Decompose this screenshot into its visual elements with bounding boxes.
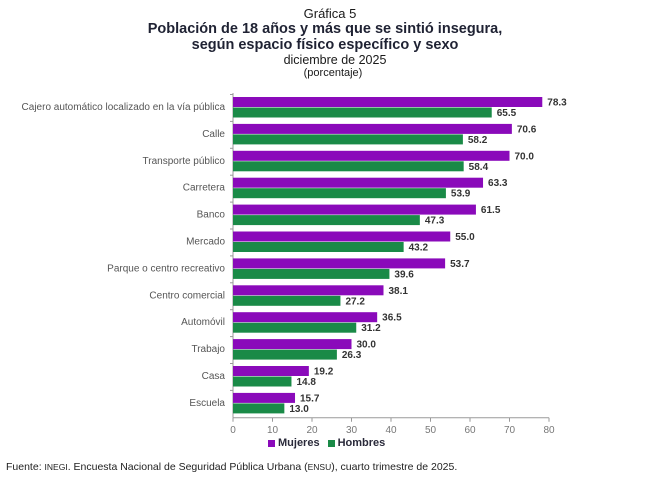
category-label: Banco [197, 210, 226, 221]
bar-hombres [233, 134, 463, 145]
bar-hombres [233, 322, 357, 333]
data-label-mujeres: 30.0 [357, 340, 377, 351]
category-label: Automóvil [181, 317, 225, 328]
x-tick-label: 40 [385, 425, 397, 436]
data-label-hombres: 43.2 [409, 243, 429, 254]
data-label-mujeres: 15.7 [300, 393, 320, 404]
x-tick-label: 50 [425, 425, 437, 436]
bar-mujeres [233, 123, 512, 134]
source-org: INEGI [44, 462, 68, 472]
bar-hombres [233, 242, 404, 252]
data-label-hombres: 27.2 [345, 296, 365, 307]
x-tick-label: 70 [504, 425, 516, 436]
chart-kicker: Gráfica 5 [303, 6, 357, 21]
chart-subtitle: diciembre de 2025 [283, 53, 387, 67]
data-label-hombres: 39.6 [394, 269, 414, 280]
data-label-hombres: 31.2 [361, 323, 381, 334]
category-label: Mercado [186, 237, 225, 248]
x-tick-label: 20 [306, 425, 318, 436]
data-label-hombres: 14.8 [296, 377, 316, 388]
data-label-hombres: 53.9 [451, 189, 471, 200]
chart-legend: Mujeres Hombres [268, 437, 385, 449]
bar-mujeres [233, 204, 476, 215]
bar-mujeres [233, 392, 296, 403]
category-label: Calle [202, 129, 225, 140]
category-label: Cajero automático localizado en la vía p… [22, 102, 226, 113]
bar-hombres [233, 403, 285, 414]
bar-hombres [233, 295, 341, 306]
source-suffix: ), cuarto trimestre de 2025. [331, 461, 458, 473]
source-prefix: Fuente: [6, 461, 45, 473]
bar-mujeres [233, 231, 451, 242]
data-label-hombres: 58.4 [469, 162, 489, 173]
bar-mujeres [233, 366, 309, 376]
chart-title-line-2: según espacio físico específico y sexo [191, 37, 459, 53]
category-label: Centro comercial [149, 290, 225, 301]
category-label: Trabajo [191, 344, 225, 355]
data-label-mujeres: 63.3 [488, 178, 508, 189]
source-note: Fuente: INEGI. Encuesta Nacional de Segu… [6, 461, 457, 473]
chart-titles: Gráfica 5 Población de 18 años y más que… [0, 6, 650, 80]
data-label-hombres: 47.3 [425, 216, 445, 227]
bar-hombres [233, 188, 446, 199]
data-label-mujeres: 53.7 [450, 259, 470, 270]
legend-swatch-mujeres [268, 439, 275, 447]
data-label-mujeres: 38.1 [388, 286, 408, 297]
legend-label-mujeres: Mujeres [278, 437, 320, 449]
chart-unit-label: (porcentaje) [303, 67, 363, 79]
x-tick-label: 80 [543, 425, 555, 436]
x-tick-label: 30 [346, 425, 358, 436]
legend-item-hombres: Hombres [327, 437, 386, 449]
category-label: Transporte público [143, 156, 226, 167]
x-tick-label: 10 [267, 425, 279, 436]
data-label-hombres: 26.3 [342, 350, 362, 361]
category-label: Casa [202, 371, 226, 382]
bar-mujeres [233, 258, 446, 269]
bar-hombres [233, 268, 390, 279]
data-label-mujeres: 78.3 [547, 98, 567, 109]
x-tick-label: 60 [464, 425, 476, 436]
category-label: Parque o centro recreativo [107, 263, 225, 274]
chart-title-line-1: Población de 18 años y más que se sintió… [147, 21, 503, 37]
bar-hombres [233, 161, 464, 172]
bar-mujeres [233, 150, 510, 161]
bar-mujeres [233, 177, 484, 188]
data-label-hombres: 58.2 [468, 135, 488, 146]
category-label: Escuela [189, 398, 225, 409]
bar-hombres [233, 107, 492, 118]
data-label-mujeres: 36.5 [382, 313, 402, 324]
data-label-mujeres: 61.5 [481, 205, 501, 216]
legend-swatch-hombres [327, 439, 335, 447]
bar-mujeres [233, 285, 384, 296]
bar-hombres [233, 376, 292, 387]
bar-mujeres [233, 339, 352, 350]
category-label: Carretera [183, 183, 226, 194]
source-abbr: ENSU [307, 462, 332, 472]
legend-item-mujeres: Mujeres [268, 437, 320, 449]
x-tick-label: 0 [230, 425, 236, 436]
bar-mujeres [233, 97, 543, 107]
data-label-mujeres: 70.0 [515, 151, 535, 162]
legend-label-hombres: Hombres [337, 437, 386, 449]
data-label-mujeres: 70.6 [517, 124, 537, 135]
bar-hombres [233, 349, 337, 360]
bar-mujeres [233, 312, 378, 323]
data-label-hombres: 13.0 [289, 404, 309, 415]
data-label-mujeres: 19.2 [314, 367, 334, 378]
bar-hombres [233, 215, 420, 226]
source-mid: . Encuesta Nacional de Seguridad Pública… [67, 461, 308, 473]
data-label-mujeres: 55.0 [455, 232, 475, 243]
data-label-hombres: 65.5 [497, 108, 517, 119]
